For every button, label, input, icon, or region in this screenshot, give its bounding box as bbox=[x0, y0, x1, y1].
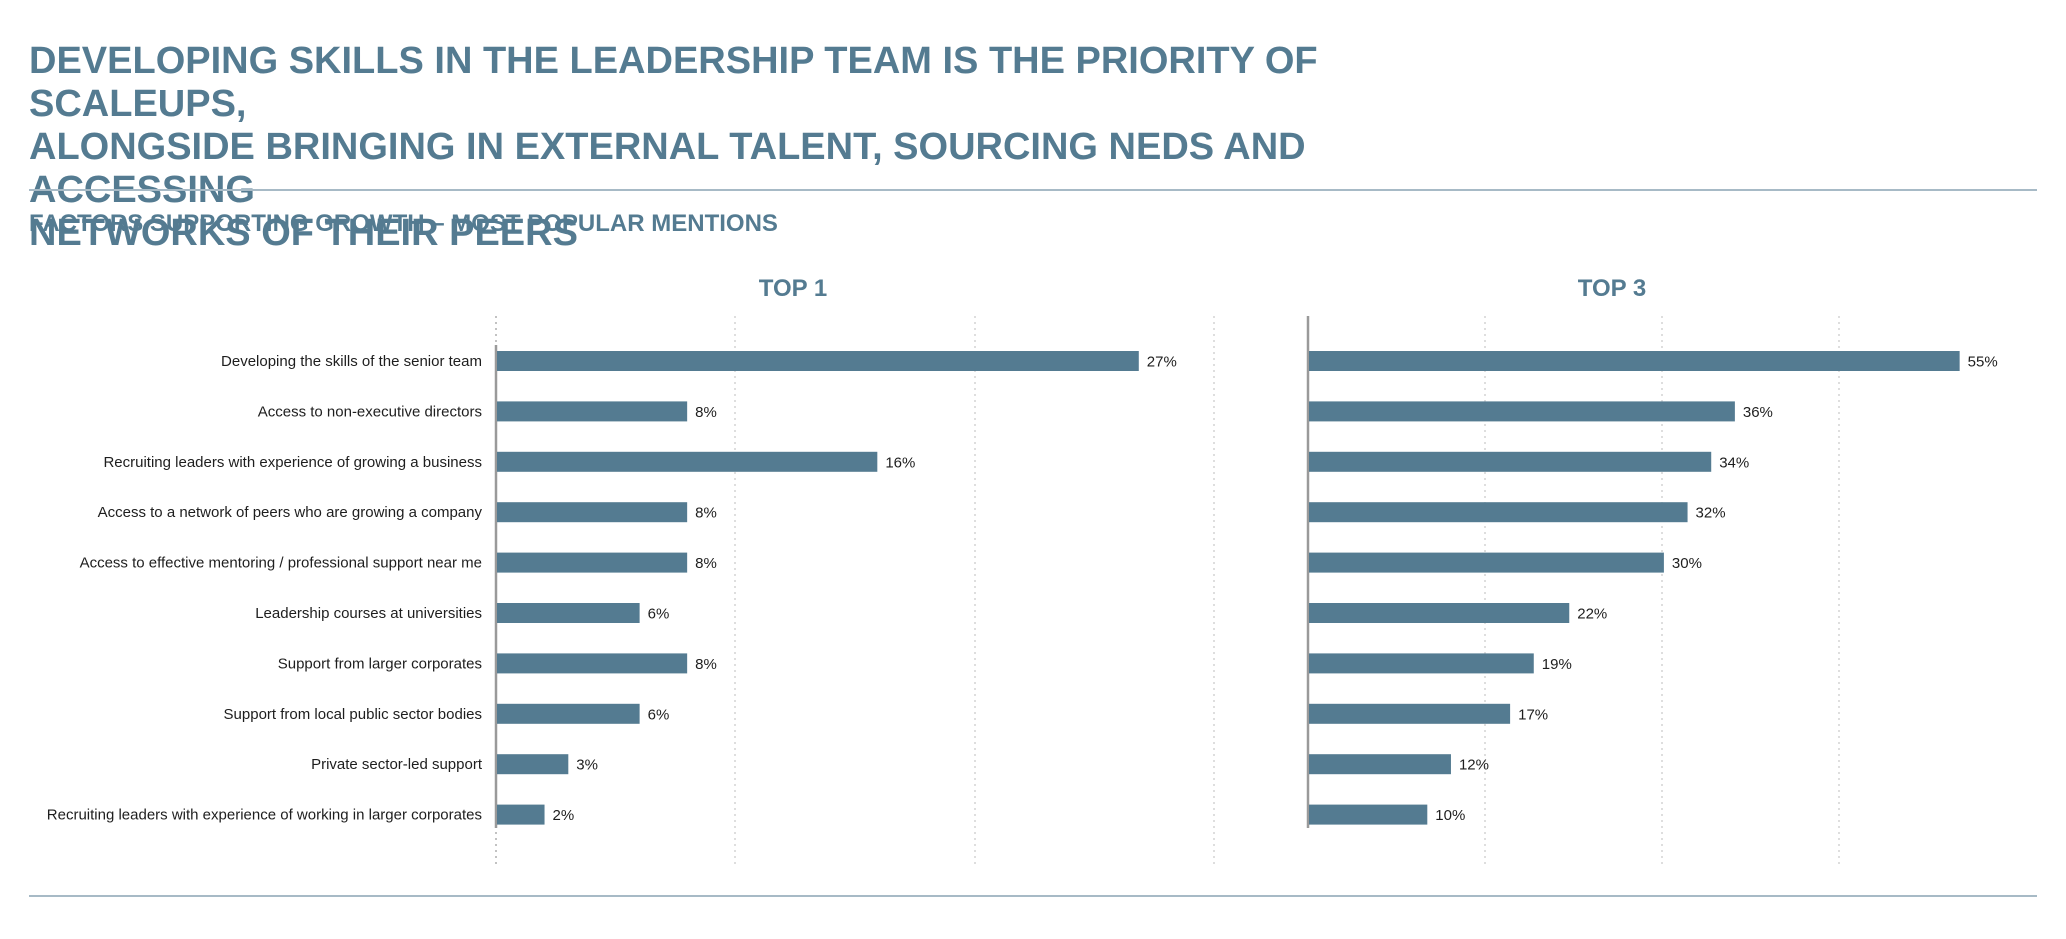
bar bbox=[497, 754, 569, 775]
category-label: Access to non-executive directors bbox=[258, 403, 482, 420]
value-label: 22% bbox=[1577, 606, 1607, 623]
bar bbox=[497, 703, 640, 724]
value-label: 27% bbox=[1147, 354, 1177, 371]
category-label: Private sector-led support bbox=[311, 756, 483, 773]
bar bbox=[1309, 703, 1511, 724]
category-label: Leadership courses at universities bbox=[255, 605, 482, 622]
category-label: Support from local public sector bodies bbox=[224, 706, 482, 723]
bar bbox=[1309, 754, 1451, 775]
bar bbox=[1309, 351, 1960, 371]
bar bbox=[497, 552, 688, 573]
bar bbox=[497, 653, 688, 674]
panel-top-3: TOP 3 55% 36% 34% 32% 30% 22% 19% 17% 12% 10% bbox=[1306, 275, 1998, 864]
value-label: 36% bbox=[1743, 404, 1773, 421]
bar bbox=[1309, 451, 1712, 472]
value-label: 12% bbox=[1459, 757, 1489, 774]
top-divider bbox=[29, 189, 2037, 191]
headline-line-2: ALONGSIDE BRINGING IN EXTERNAL TALENT, S… bbox=[29, 126, 1306, 211]
headline-line-1: DEVELOPING SKILLS IN THE LEADERSHIP TEAM… bbox=[29, 40, 1318, 125]
value-label: 30% bbox=[1672, 555, 1702, 572]
bar bbox=[497, 401, 688, 422]
bottom-divider bbox=[29, 895, 2037, 897]
bar bbox=[497, 451, 878, 472]
value-label: 8% bbox=[695, 555, 717, 572]
category-label: Support from larger corporates bbox=[278, 655, 482, 672]
value-label: 8% bbox=[695, 505, 717, 522]
bar bbox=[497, 502, 688, 523]
value-label: 10% bbox=[1435, 807, 1465, 824]
panel-title: TOP 1 bbox=[759, 275, 827, 302]
bar bbox=[497, 804, 545, 825]
category-label: Recruiting leaders with experience of wo… bbox=[47, 807, 482, 824]
value-label: 17% bbox=[1518, 706, 1548, 723]
panel-title: TOP 3 bbox=[1578, 275, 1646, 302]
bar bbox=[1309, 502, 1688, 523]
value-label: 6% bbox=[648, 706, 670, 723]
value-label: 8% bbox=[695, 656, 717, 673]
category-label: Access to a network of peers who are gro… bbox=[98, 504, 483, 521]
value-label: 16% bbox=[885, 454, 915, 471]
bar bbox=[1309, 804, 1428, 825]
chart-subtitle: FACTORS SUPPORTING GROWTH – MOST POPULAR… bbox=[29, 210, 778, 237]
value-label: 6% bbox=[648, 606, 670, 623]
category-label: Developing the skills of the senior team bbox=[221, 353, 482, 370]
value-label: 55% bbox=[1968, 354, 1998, 371]
panel-top-1: TOP 1 27% Developing the skills of the sen… bbox=[47, 275, 1215, 864]
value-label: 34% bbox=[1719, 454, 1749, 471]
headline: DEVELOPING SKILLS IN THE LEADERSHIP TEAM… bbox=[29, 40, 1529, 255]
category-label: Access to effective mentoring / professi… bbox=[80, 555, 482, 572]
value-label: 3% bbox=[576, 757, 598, 774]
bar bbox=[1309, 603, 1570, 623]
value-label: 8% bbox=[695, 404, 717, 421]
bar bbox=[1309, 653, 1534, 674]
bar bbox=[497, 603, 640, 623]
category-label: Recruiting leaders with experience of gr… bbox=[103, 454, 482, 471]
bar bbox=[1309, 401, 1735, 422]
value-label: 2% bbox=[553, 807, 575, 824]
value-label: 32% bbox=[1696, 505, 1726, 522]
headline-line-3: NETWORKS OF THEIR PEERS bbox=[29, 212, 578, 254]
value-label: 19% bbox=[1542, 656, 1572, 673]
bar bbox=[1309, 552, 1664, 573]
bar bbox=[497, 351, 1139, 371]
